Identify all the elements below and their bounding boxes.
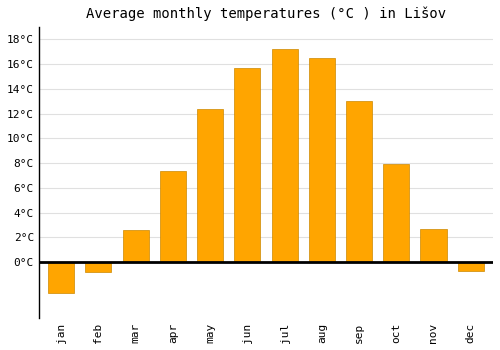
Bar [420, 229, 446, 262]
Bar [308, 58, 335, 262]
Bar [272, 49, 297, 262]
Bar [197, 108, 223, 262]
Title: Average monthly temperatures (°C ) in Lišov: Average monthly temperatures (°C ) in Li… [86, 7, 446, 21]
Bar [86, 262, 112, 272]
Bar [48, 262, 74, 293]
Bar [346, 101, 372, 262]
Bar [458, 262, 483, 271]
Bar [160, 170, 186, 262]
Bar [234, 68, 260, 262]
Bar [383, 164, 409, 262]
Bar [122, 230, 148, 262]
